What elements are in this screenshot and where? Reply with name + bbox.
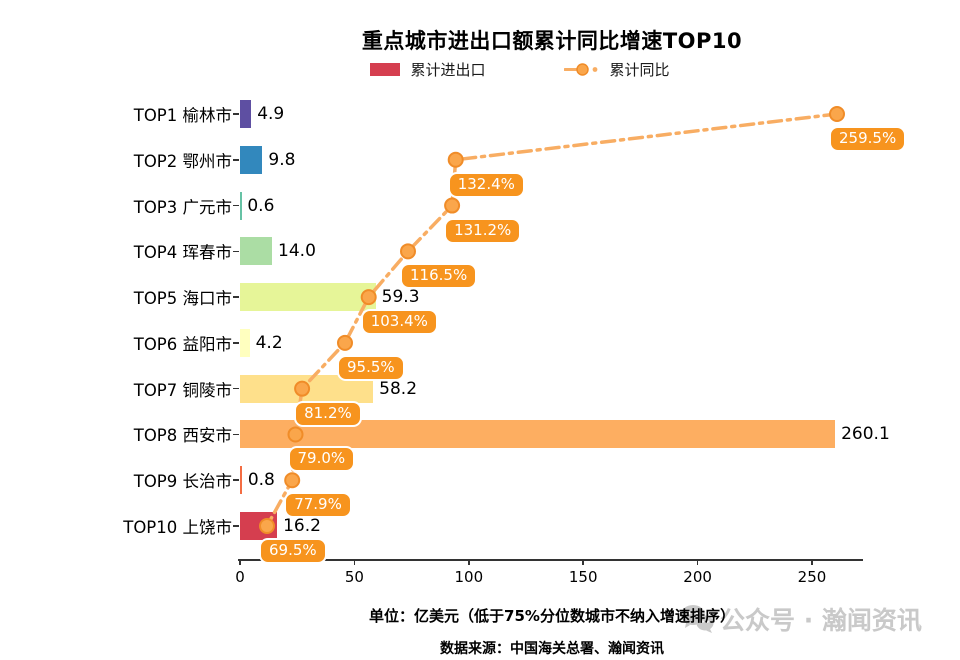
pct-label: 259.5% (829, 126, 907, 152)
pct-label: 81.2% (294, 400, 362, 427)
line-marker (829, 106, 845, 122)
category-label: TOP4 珲春市 (133, 243, 232, 263)
bar-value-label: 0.8 (247, 470, 275, 491)
line-marker (447, 151, 464, 168)
bar (240, 145, 263, 174)
category-label: TOP8 西安市 (133, 426, 232, 446)
line-marker (337, 334, 353, 351)
pct-label: 77.9% (284, 492, 352, 519)
bar (240, 512, 278, 541)
bar-value-label: 0.6 (247, 195, 275, 216)
bar (240, 328, 250, 357)
bar-value-label: 59.3 (381, 287, 420, 308)
category-label: TOP9 长治市 (133, 472, 232, 492)
legend-item-line-series: 累计同比 (563, 59, 670, 80)
x-axis-line (238, 559, 863, 561)
x-axis-tick-label: 200 (683, 568, 712, 586)
x-axis-tick-label: 100 (454, 568, 484, 586)
legend-item-bar-series: 累计进出口 (370, 59, 486, 80)
bar-legend-swatch-icon (370, 63, 401, 76)
x-axis-tick (239, 560, 241, 565)
bar-value-label: 4.2 (255, 332, 283, 353)
x-axis-tick (468, 560, 470, 565)
y-axis-tick (233, 204, 239, 207)
bar-value-label: 9.8 (268, 149, 296, 170)
x-axis-tick (696, 560, 699, 565)
unit-note: 单位：亿美元（低于75%分位数城市不纳入增速排序） (369, 607, 735, 625)
line-marker (400, 243, 416, 260)
category-label: TOP7 铜陵市 (133, 380, 232, 400)
legend-bar-label: 累计进出口 (410, 61, 486, 79)
y-axis-tick (233, 525, 239, 527)
pct-label: 103.4% (360, 309, 438, 336)
bar (240, 283, 376, 312)
bar-value-label: 4.9 (257, 104, 285, 124)
category-label: TOP1 榆林市 (133, 106, 232, 125)
x-axis-tick-label: 0 (235, 568, 245, 586)
y-axis-tick (233, 296, 239, 298)
bar (240, 237, 273, 266)
line-marker (444, 197, 461, 214)
bar (240, 191, 242, 220)
category-label: TOP3 广元市 (133, 197, 232, 217)
line-marker (284, 472, 301, 489)
x-axis-tick-label: 150 (568, 568, 598, 586)
legend-line-label: 累计同比 (609, 61, 670, 79)
category-label: TOP10 上饶市 (123, 518, 232, 538)
category-label: TOP2 鄂州市 (133, 151, 232, 171)
y-axis-tick (233, 342, 239, 344)
category-label: TOP6 益阳市 (133, 334, 232, 354)
bar (240, 100, 252, 128)
x-axis-tick (353, 560, 356, 565)
watermark-text: 公众号 · 瀚闻资讯 (720, 606, 922, 635)
pct-label: 69.5% (259, 538, 327, 565)
x-axis-tick (582, 560, 584, 565)
bar-value-label: 16.2 (283, 516, 321, 537)
pct-label: 131.2% (444, 217, 522, 244)
chart-title: 重点城市进出口额累计同比增速TOP10 (361, 29, 743, 53)
bar-value-label: 260.1 (841, 424, 890, 445)
category-label: TOP5 海口市 (133, 289, 232, 309)
y-axis-tick (233, 387, 239, 390)
pct-label: 132.4% (447, 171, 525, 198)
y-axis-tick (233, 250, 239, 253)
bar (240, 466, 242, 495)
pct-label: 95.5% (337, 354, 405, 381)
pct-label: 116.5% (400, 263, 478, 290)
y-axis-tick (233, 158, 239, 161)
pct-label: 79.0% (287, 446, 356, 473)
y-axis-tick (233, 433, 239, 436)
line-legend-icon (563, 63, 597, 76)
source-note: 数据来源：中国海关总署、瀚闻资讯 (440, 641, 664, 657)
x-axis-tick (811, 560, 813, 565)
bar-value-label: 58.2 (379, 378, 418, 399)
legend: 累计进出口 累计同比 (208, 59, 832, 80)
y-axis-tick (233, 113, 239, 115)
wechat-icon (681, 605, 714, 633)
x-axis-tick-label: 250 (797, 568, 827, 586)
bar-value-label: 14.0 (278, 241, 316, 262)
x-axis-tick-label: 50 (344, 568, 364, 586)
y-axis-tick (233, 479, 239, 482)
watermark: 公众号 · 瀚闻资讯 (680, 601, 922, 637)
